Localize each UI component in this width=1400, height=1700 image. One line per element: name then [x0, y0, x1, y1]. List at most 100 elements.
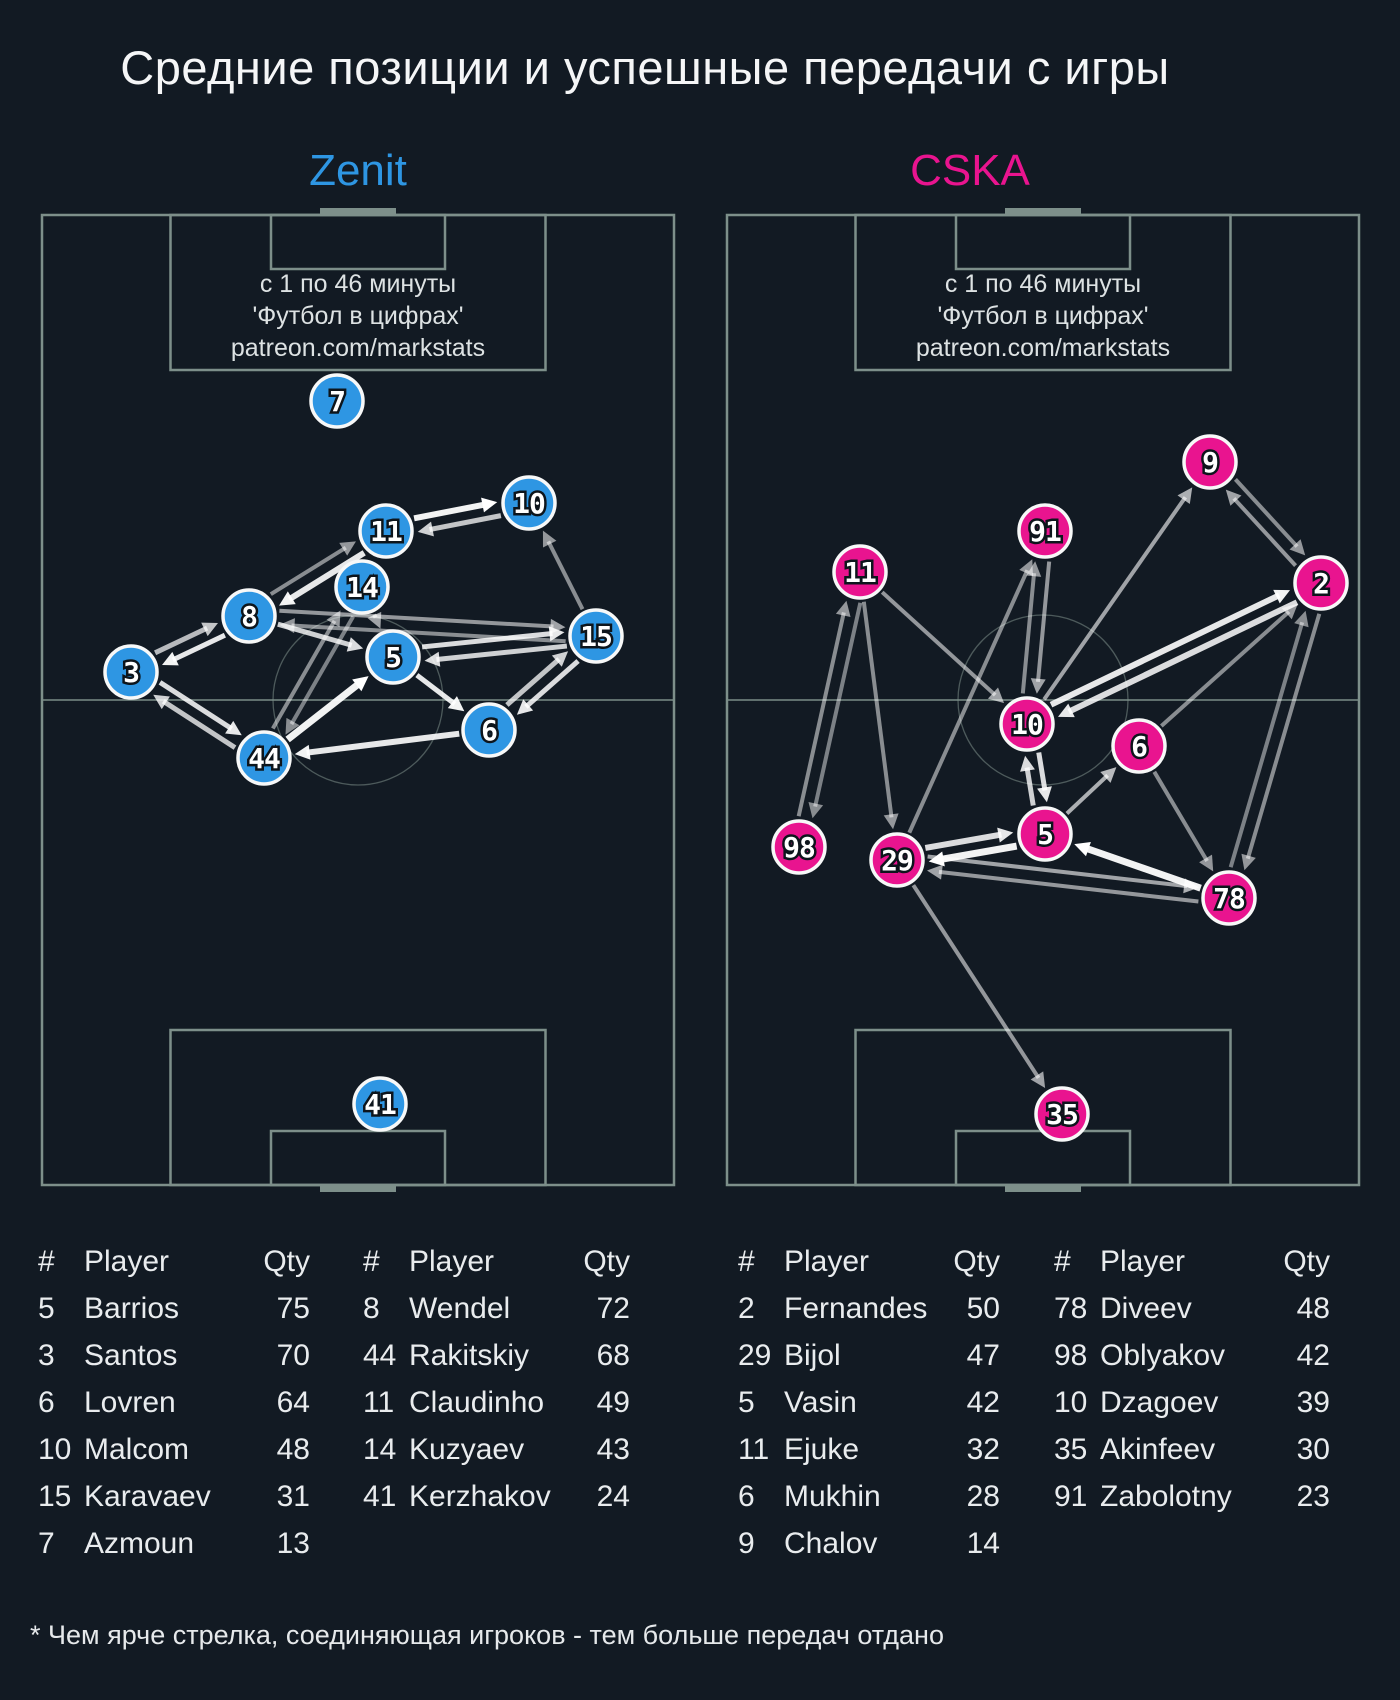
pass-arrowhead: [153, 694, 170, 710]
pass-arrow: [367, 611, 382, 629]
pass-qty-cell: 13: [276, 1527, 310, 1560]
player-name-cell: Player: [409, 1245, 495, 1278]
pass-arrowhead: [424, 651, 441, 667]
player-circle: [352, 1076, 408, 1132]
player-name-cell: Wendel: [409, 1292, 511, 1325]
player-node: 10: [501, 475, 557, 531]
pitch-annotation-line: 'Футбол в цифрах': [937, 302, 1148, 330]
player-number-cell: 6: [38, 1386, 55, 1419]
pass-arrow: [1228, 610, 1309, 868]
pass-arrow: [907, 559, 1033, 834]
pass-qty-cell: 75: [276, 1292, 310, 1325]
player-number-cell: 7: [38, 1527, 55, 1560]
player-number: 7: [329, 385, 345, 418]
pass-arrowhead: [1273, 589, 1291, 604]
player-number: 35: [1046, 1098, 1078, 1131]
player-number-cell: 10: [1054, 1386, 1088, 1419]
pass-arrowhead: [1026, 561, 1042, 577]
player-number-cell: #: [738, 1245, 755, 1278]
player-name-cell: Fernandes: [784, 1292, 928, 1325]
table-row: 9 Chalov 14: [738, 1520, 1000, 1567]
pass-arrowhead: [1294, 610, 1309, 628]
player-node: 6: [461, 702, 517, 758]
table-row: 35 Akinfeev 30: [1054, 1426, 1330, 1473]
pass-arrowhead: [835, 600, 851, 618]
pass-line: [421, 630, 553, 650]
pass-arrowhead: [294, 744, 311, 760]
player-name-cell: Vasin: [784, 1386, 857, 1419]
pass-arrow: [154, 622, 218, 656]
player-node: 98: [771, 819, 827, 875]
player-name-cell: Oblyakov: [1100, 1339, 1226, 1372]
pass-line: [1233, 478, 1299, 548]
player-name-cell: Player: [784, 1245, 870, 1278]
pass-line: [1067, 599, 1299, 715]
pass-qty-cell: 49: [596, 1386, 630, 1419]
pass-line: [1065, 773, 1109, 815]
pass-qty-cell: 48: [276, 1433, 310, 1466]
pass-arrow: [285, 615, 355, 735]
player-circle: [365, 629, 421, 685]
player-number: 10: [1011, 708, 1043, 741]
pass-arrowhead: [162, 651, 179, 666]
pass-line: [436, 643, 568, 663]
player-node: 91: [1017, 503, 1073, 559]
pass-arrow: [927, 854, 1199, 894]
pass-qty-cell: Qty: [263, 1245, 310, 1278]
pass-qty-cell: 31: [276, 1480, 310, 1513]
player-name-cell: Akinfeev: [1100, 1433, 1216, 1466]
table-row: 8 Wendel 72: [363, 1285, 630, 1332]
player-number: 91: [1029, 515, 1061, 548]
pass-arrow: [421, 626, 565, 650]
goal-bottom: [1005, 1185, 1081, 1192]
pass-line: [306, 730, 460, 756]
player-name-cell: Ejuke: [784, 1433, 860, 1466]
pass-line: [415, 673, 457, 706]
pass-qty-cell: 48: [1296, 1292, 1330, 1325]
pass-line: [861, 601, 894, 818]
pass-arrowhead: [808, 801, 824, 819]
pass-qty-cell: 64: [276, 1386, 310, 1419]
player-number: 5: [1037, 818, 1053, 851]
pass-line: [1036, 752, 1048, 791]
pitch-annotation-line: с 1 по 46 минуты: [260, 270, 456, 298]
pass-arrow: [1036, 752, 1052, 803]
player-circle: [1201, 870, 1257, 926]
pass-arrow: [415, 673, 465, 712]
player-name-cell: Karavaev: [84, 1480, 211, 1513]
pass-arrowhead: [225, 720, 242, 736]
player-name-cell: Azmoun: [84, 1527, 195, 1560]
pass-arrow: [1065, 767, 1117, 815]
pass-arrowhead: [1225, 489, 1242, 506]
player-number: 6: [1131, 730, 1147, 763]
pitch-annotation-line: 'Футбол в цифрах': [252, 302, 463, 330]
player-number-cell: 3: [38, 1339, 55, 1372]
table-row: 6 Lovren 64: [38, 1379, 310, 1426]
pass-arrow: [1241, 613, 1322, 871]
pass-line: [1160, 610, 1291, 728]
pass-line: [813, 602, 863, 807]
player-number-cell: 8: [363, 1292, 380, 1325]
player-circle: [1017, 806, 1073, 862]
player-number-cell: 41: [363, 1480, 397, 1513]
zenit-table-left: # Player Qty 5 Barrios 75 3 Santos 70 6 Lovren 64 10…: [38, 1238, 310, 1567]
pass-qty-cell: 42: [1296, 1339, 1330, 1372]
player-name-cell: Zabolotny: [1100, 1480, 1232, 1513]
pass-arrow: [542, 530, 585, 611]
pass-arrowhead: [367, 611, 382, 629]
pass-line: [939, 842, 1018, 863]
player-number-cell: 2: [738, 1292, 755, 1325]
pass-line: [880, 590, 997, 697]
pass-arrow: [1057, 599, 1299, 718]
pass-arrow: [1152, 770, 1214, 872]
table-row: 10 Malcom 48: [38, 1426, 310, 1473]
player-circle: [501, 475, 557, 531]
goal-bottom: [320, 1185, 396, 1192]
player-node: 29: [869, 832, 925, 888]
pass-arrowhead: [1241, 853, 1256, 871]
player-circle: [832, 544, 888, 600]
pass-arrow: [1042, 487, 1193, 701]
pass-arrowhead: [1289, 539, 1306, 556]
player-name-cell: Santos: [84, 1339, 178, 1372]
